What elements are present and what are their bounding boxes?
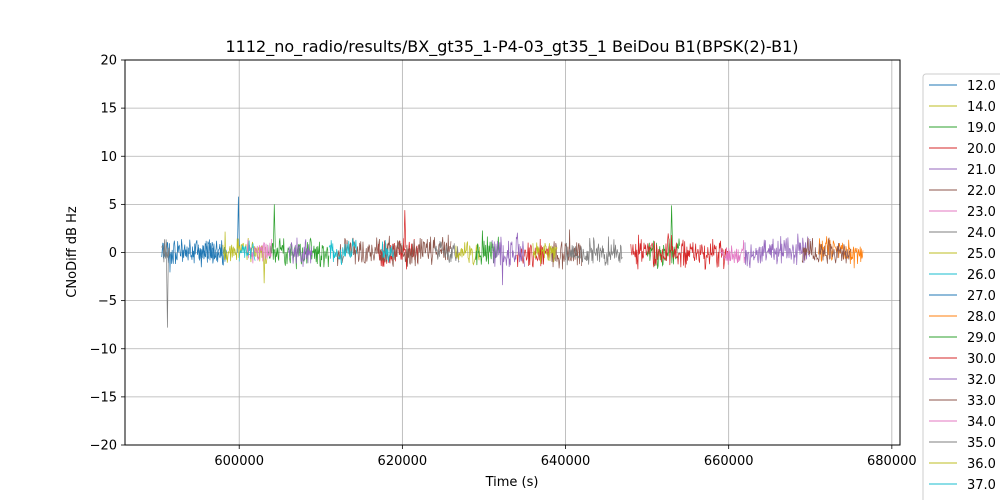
series-line-33.0 [801, 237, 851, 264]
legend-label: 28.0 [967, 310, 996, 325]
series-line-34.0 [720, 240, 746, 265]
series-line-36.0 [532, 242, 558, 264]
legend-label: 27.0 [967, 289, 996, 304]
series-line-30.0 [516, 238, 550, 268]
x-tick-label: 680000 [867, 454, 917, 469]
series-line-32.0 [491, 232, 525, 286]
legend-label: 37.0 [967, 478, 996, 493]
series-line-22.0 [336, 234, 452, 267]
y-axis-label: CNoDiff dB Hz [65, 206, 80, 298]
series-line-26.0 [328, 238, 358, 265]
legend-box [922, 73, 1000, 500]
legend-label: 22.0 [967, 184, 996, 199]
series-line-21.0 [288, 237, 313, 267]
legend-label: 30.0 [967, 352, 996, 367]
series-line-32.0 [744, 233, 811, 269]
y-tick-label: −20 [90, 439, 117, 454]
x-axis-ticks: 600000 620000 640000 660000 680000 [214, 445, 917, 469]
x-axis-label: Time (s) [485, 475, 539, 490]
y-tick-label: 10 [100, 150, 117, 165]
series-layer [161, 196, 864, 328]
y-tick-label: 5 [109, 198, 117, 213]
series-line-25.0 [455, 241, 480, 266]
series-line-12.0 [161, 196, 240, 273]
y-tick-label: 0 [109, 246, 117, 261]
legend-label: 26.0 [967, 268, 996, 283]
y-tick-label: −10 [90, 342, 117, 357]
legend-label: 29.0 [967, 331, 996, 346]
legend-label: 24.0 [967, 226, 996, 241]
series-line-35.0 [565, 236, 623, 266]
legend-label: 33.0 [967, 394, 996, 409]
plot-area [161, 196, 864, 328]
series-line-28.0 [818, 236, 864, 269]
y-tick-label: −15 [90, 390, 117, 405]
series-line-19.0 [267, 204, 330, 270]
legend-label: 20.0 [967, 142, 996, 157]
legend-label: 23.0 [967, 205, 996, 220]
series-line-27.0 [198, 239, 223, 264]
legend-label: 36.0 [967, 457, 996, 472]
y-tick-label: −5 [98, 294, 117, 309]
series-line-37.0 [381, 240, 395, 263]
x-tick-label: 640000 [541, 454, 591, 469]
x-tick-label: 660000 [704, 454, 754, 469]
chart-title: 1112_no_radio/results/BX_gt35_1-P4-03_gt… [225, 37, 798, 57]
legend-label: 19.0 [967, 121, 996, 136]
y-tick-label: 15 [100, 102, 117, 117]
series-line-37.0 [238, 240, 256, 262]
legend-label: 14.0 [967, 100, 996, 115]
series-line-30.0 [630, 233, 729, 270]
legend-label: 32.0 [967, 373, 996, 388]
legend: 12.0 14.0 19.0 20.0 21.0 22.0 23.0 24.0 25.0 26.0… [922, 73, 1000, 500]
series-line-35.0 [161, 239, 170, 328]
legend-label: 34.0 [967, 415, 996, 430]
legend-label: 25.0 [967, 247, 996, 262]
x-tick-label: 600000 [214, 454, 264, 469]
y-tick-label: 20 [100, 54, 117, 69]
legend-label: 35.0 [967, 436, 996, 451]
x-tick-label: 620000 [378, 454, 428, 469]
legend-label: 21.0 [967, 163, 996, 178]
legend-label: 12.0 [967, 79, 996, 94]
y-axis-ticks: −20 −15 −10 −5 0 5 10 15 20 [90, 54, 125, 454]
